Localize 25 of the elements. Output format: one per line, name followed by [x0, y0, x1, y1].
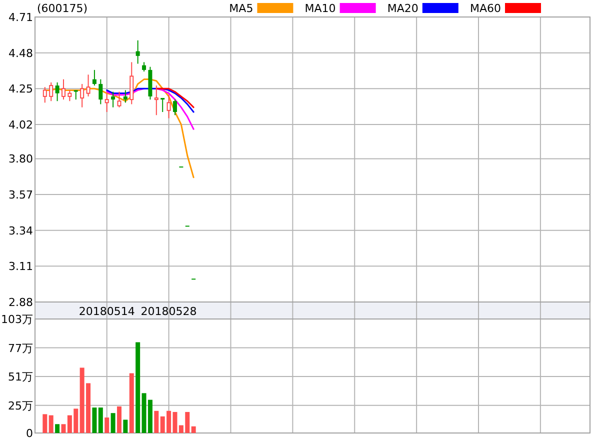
y-tick-label: 51万 [8, 370, 33, 384]
legend-label: MA20 [387, 2, 418, 15]
legend-item: MA10 [304, 2, 376, 15]
y-tick-label: 4.71 [8, 11, 33, 24]
y-tick-label: 4.02 [8, 118, 33, 132]
legend-label: MA60 [470, 2, 501, 15]
y-tick-label: 2.88 [8, 296, 33, 309]
legend-item: MA20 [387, 2, 458, 15]
x-tick-label: 20180528 [140, 305, 197, 318]
legend-item: MA5 [229, 2, 294, 15]
legend-item: MA60 [470, 2, 541, 15]
y-tick-label: 25万 [8, 399, 33, 412]
y-tick-label: 3.80 [8, 152, 33, 166]
legend-label: MA5 [229, 2, 254, 15]
y-tick-label: 3.34 [8, 224, 33, 238]
y-tick-label: 4.48 [8, 46, 33, 60]
y-tick-label: 103万 [1, 313, 33, 326]
chart-title: (600175) [37, 2, 88, 15]
y-tick-label: 0 [26, 427, 33, 440]
y-tick-label: 4.25 [8, 82, 33, 96]
y-tick-label: 3.11 [8, 260, 33, 274]
y-tick-label: 77万 [8, 342, 33, 355]
y-tick-label: 3.57 [8, 188, 33, 202]
legend-label: MA10 [304, 2, 336, 15]
x-tick-label: 20180514 [78, 305, 135, 318]
